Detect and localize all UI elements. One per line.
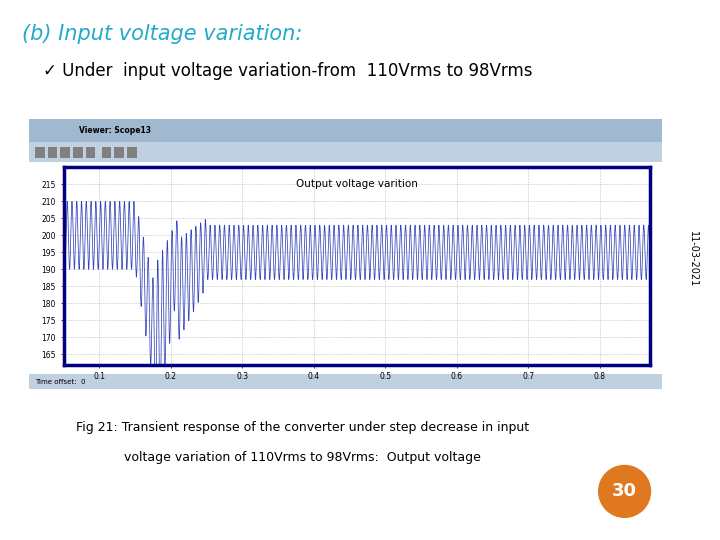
Text: 11-03-2021: 11-03-2021 (688, 231, 698, 287)
Text: Output voltage varition: Output voltage varition (296, 179, 418, 189)
Circle shape (599, 465, 651, 517)
Bar (29, 119, 662, 141)
Bar (29, 141, 662, 162)
Bar (86, 147, 95, 158)
Bar (29, 374, 662, 389)
Text: (b) Input voltage variation:: (b) Input voltage variation: (22, 24, 302, 44)
Bar (127, 147, 137, 158)
Bar (114, 147, 124, 158)
Bar (48, 147, 58, 158)
Bar (102, 147, 111, 158)
Text: ✓ Under  input voltage variation-from  110Vrms to 98Vrms: ✓ Under input voltage variation-from 110… (43, 62, 533, 80)
Text: Viewer: Scope13: Viewer: Scope13 (79, 126, 151, 135)
Text: Fig 21: Transient response of the converter under step decrease in input: Fig 21: Transient response of the conver… (76, 421, 529, 434)
Bar (73, 147, 83, 158)
Text: Time offset:  0: Time offset: 0 (35, 379, 86, 384)
Text: voltage variation of 110Vrms to 98Vrms:  Output voltage: voltage variation of 110Vrms to 98Vrms: … (124, 451, 481, 464)
Bar (60, 147, 70, 158)
Text: 30: 30 (612, 482, 637, 501)
Bar (35, 147, 45, 158)
